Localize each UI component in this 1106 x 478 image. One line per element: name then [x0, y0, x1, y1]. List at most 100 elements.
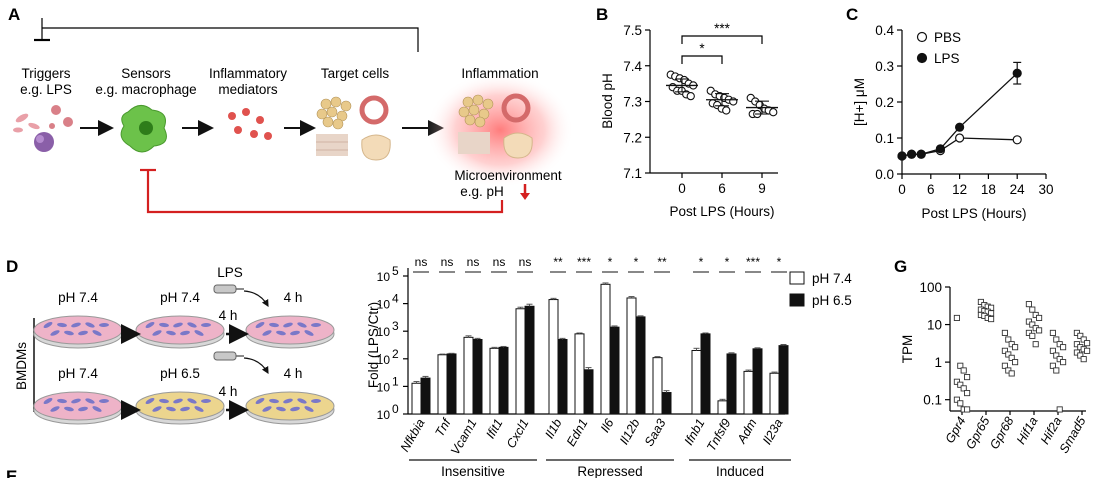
- significance-label: ns: [415, 255, 428, 269]
- significance-label: *: [608, 255, 613, 269]
- panel-d-diagram: D LPS pH 7.4 pH 7.4 pH 7.4 pH 6.5 4 h 4 …: [6, 257, 335, 425]
- cell-4-0: [145, 397, 155, 405]
- bar-ph65: [583, 369, 594, 415]
- y-tick-label: 7.4: [623, 59, 642, 74]
- cell-0-8: [92, 330, 102, 336]
- bar-ph65: [498, 346, 509, 415]
- y-tick-label: 0.4: [875, 23, 894, 38]
- data-point: [1060, 359, 1067, 366]
- cell-3-8: [92, 406, 102, 412]
- y-axis-label: Fold (LPS/Ctr): [366, 302, 381, 388]
- gene-label: Il6: [598, 416, 617, 434]
- data-point: [957, 400, 964, 407]
- data-point: [1049, 329, 1056, 336]
- point-lps: [916, 149, 926, 159]
- cell-2-3: [297, 322, 307, 328]
- x-tick-label: 6: [718, 181, 726, 196]
- cell-1-0: [145, 321, 155, 329]
- cell-0-7: [78, 330, 88, 336]
- x-tick-label: 0: [898, 182, 906, 197]
- bar-ph74: [574, 333, 585, 415]
- bar-ph65: [524, 305, 535, 415]
- cell-0-4: [99, 322, 109, 328]
- microenvironment-label: Microenvironment: [454, 168, 562, 183]
- cell-1-3: [187, 322, 197, 328]
- mediator-dots: [228, 108, 272, 140]
- time-label-2: 4 h: [219, 308, 238, 323]
- gene-label: Saa3: [642, 416, 669, 448]
- bar-ph65: [635, 316, 646, 415]
- x-tick-label: 9: [758, 181, 766, 196]
- bar-ph65: [472, 339, 483, 415]
- data-point: [960, 367, 967, 374]
- significance-label: ***: [577, 255, 591, 269]
- syringe-icon-2: [213, 351, 244, 361]
- cell-2-4: [311, 322, 321, 328]
- data-point: [686, 91, 695, 101]
- cell-4-2: [173, 398, 183, 404]
- culture-dishes: [33, 315, 335, 425]
- gene-label: Il1b: [542, 416, 564, 440]
- row2-ph-right: pH 6.5: [160, 366, 200, 381]
- mediators-label-1: Inflammatory: [209, 66, 287, 81]
- cell-4-4: [201, 398, 211, 404]
- gene-label: Ifit1: [483, 417, 505, 441]
- time-label-3: 4 h: [284, 366, 303, 381]
- panel-label-c: C: [846, 5, 858, 24]
- gene-label: Cxcl1: [504, 417, 532, 451]
- gene-label: Il23a: [760, 416, 786, 447]
- cell-3-5: [50, 406, 60, 412]
- y-tick-label: 10: [927, 318, 942, 333]
- data-point: [1025, 301, 1032, 308]
- cell-3-1: [57, 398, 67, 404]
- y-tick-exponent: 4: [392, 292, 399, 306]
- triggers-label: Triggers: [21, 66, 70, 81]
- cell-1-1: [159, 322, 169, 328]
- y-tick-label: 100: [919, 280, 942, 295]
- cell-0-3: [85, 322, 95, 328]
- y-tick-label: 0.1: [923, 393, 942, 408]
- y-tick-exponent: 3: [392, 319, 399, 333]
- cell-5-0: [255, 397, 265, 405]
- y-axis-label: Blood pH: [600, 73, 615, 129]
- data-point: [1036, 314, 1043, 321]
- cell-5-8: [304, 406, 314, 412]
- x-axis-label: Post LPS (Hours): [669, 204, 774, 219]
- point-lps: [897, 151, 907, 161]
- data-point: [1005, 336, 1012, 343]
- bar-ph65: [700, 333, 711, 415]
- gene-label: Il12b: [617, 416, 643, 447]
- y-tick-label: 10: [377, 270, 391, 284]
- gene-label: Hif1a: [1014, 414, 1041, 446]
- y-tick-label: 7.5: [623, 23, 642, 38]
- legend-label: pH 6.5: [812, 293, 852, 308]
- cell-2-2: [283, 322, 293, 328]
- sensors-example: e.g. macrophage: [95, 82, 196, 97]
- x-tick-label: 6: [927, 182, 935, 197]
- target-cells-label: Target cells: [321, 66, 390, 81]
- data-point: [1056, 406, 1063, 413]
- legend-label-lps: LPS: [934, 51, 960, 66]
- bar-ph74: [411, 382, 422, 415]
- gene-label: Vcam1: [448, 417, 480, 458]
- dish-medium-0: [33, 315, 123, 345]
- cell-5-7: [290, 406, 300, 412]
- data-point: [1001, 362, 1008, 369]
- y-tick-exponent: 2: [392, 347, 399, 361]
- dish-medium-5: [245, 391, 335, 421]
- cell-0-0: [43, 321, 53, 329]
- data-point: [1084, 340, 1091, 347]
- cell-3-6: [64, 406, 74, 412]
- gene-label: Nfkbia: [398, 416, 428, 454]
- gene-label: Tnfsf9: [704, 416, 734, 453]
- cell-1-6: [166, 330, 176, 336]
- bar-ph74: [626, 297, 637, 415]
- x-tick-label: 24: [1010, 182, 1026, 197]
- data-point: [988, 316, 995, 323]
- y-tick-label: 7.2: [623, 130, 642, 145]
- cell-2-1: [269, 322, 279, 328]
